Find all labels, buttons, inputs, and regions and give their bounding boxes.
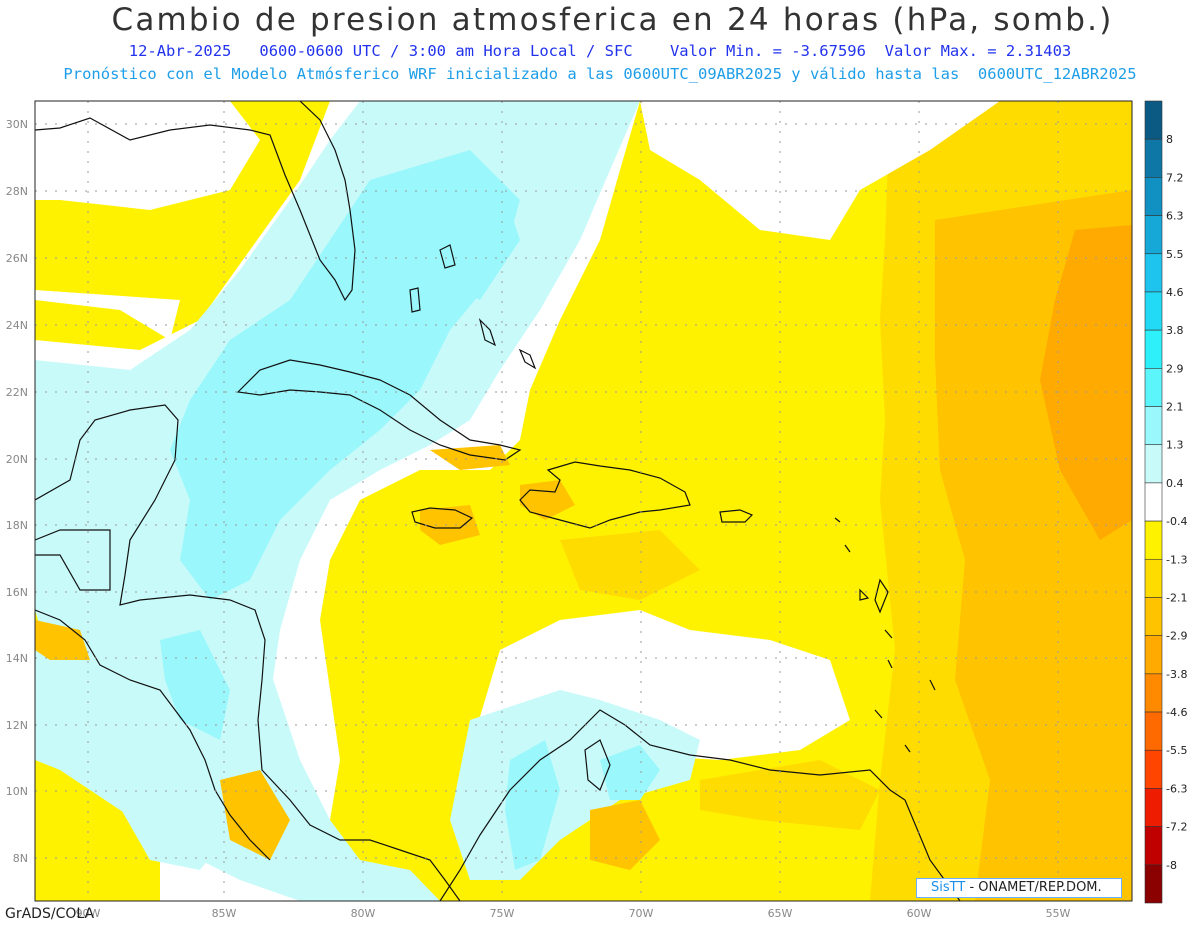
colorbar-label: 4.6: [1166, 286, 1184, 299]
credit-brand: SisTT: [931, 880, 966, 895]
model-run-subtitle: Pronóstico con el Modelo Atmósferico WRF…: [63, 65, 1137, 83]
colorbar-swatch: [1144, 864, 1163, 904]
lon-label: 80W: [351, 907, 376, 920]
colorbar-swatch: [1144, 444, 1163, 484]
colorbar-label: 6.3: [1166, 210, 1184, 223]
colorbar-swatch: [1144, 711, 1163, 751]
lat-label: 22N: [6, 386, 28, 399]
colorbar-label: -2.9: [1166, 630, 1187, 643]
colorbar-label: -5.5: [1166, 744, 1187, 757]
colorbar-label: 5.5: [1166, 248, 1184, 261]
colorbar-label: -6.3: [1166, 782, 1187, 795]
lat-label: 26N: [6, 252, 28, 265]
lat-label: 10N: [6, 785, 28, 798]
colorbar-label: -2.1: [1166, 591, 1187, 604]
colorbar-swatch: [1144, 329, 1163, 369]
colorbar-swatch: [1144, 100, 1163, 140]
colorbar-swatch: [1144, 788, 1163, 827]
colorbar-swatch: [1144, 291, 1163, 331]
lon-label: 70W: [629, 907, 654, 920]
colorbar-swatch: [1144, 558, 1163, 598]
lat-label: 28N: [6, 185, 28, 198]
shaded-field: [35, 101, 1132, 901]
lon-label: 75W: [490, 907, 515, 920]
lon-label: 65W: [768, 907, 793, 920]
latitude-labels: 30N 28N 26N 24N 22N 20N 18N 16N 14N 12N …: [6, 118, 28, 865]
lat-label: 30N: [6, 118, 28, 131]
colorbar-swatch: [1144, 368, 1163, 407]
colorbar-label: -1.3: [1166, 553, 1187, 566]
credit-box: SisTT - ONAMET/REP.DOM.: [916, 878, 1122, 898]
colorbar-label: 0.4: [1166, 477, 1184, 490]
colorbar-swatch: [1144, 520, 1163, 560]
valid-time-subtitle: 12-Abr-2025 0600-0600 UTC / 3:00 am Hora…: [128, 42, 1072, 60]
lat-label: 16N: [6, 586, 28, 599]
colorbar-swatch: [1144, 826, 1163, 866]
colorbar-label: 7.2: [1166, 171, 1184, 184]
colorbar-label: 8: [1166, 133, 1173, 146]
colorbar-swatch: [1144, 597, 1163, 636]
credit-org: - ONAMET/REP.DOM.: [969, 880, 1102, 895]
colorbar-swatch: [1144, 673, 1163, 713]
colorbar-label: 3.8: [1166, 324, 1184, 337]
coastlines: [35, 101, 961, 901]
lon-label: 85W: [212, 907, 237, 920]
software-credit: GrADS/COLA: [5, 906, 95, 922]
colorbar-swatch: [1144, 749, 1163, 789]
colorbar-label: 2.9: [1166, 362, 1184, 375]
colorbar-swatch: [1144, 215, 1163, 255]
map-title: Cambio de presion atmosferica en 24 hora…: [111, 2, 1114, 38]
lon-label: 55W: [1046, 907, 1071, 920]
grid-lines: [35, 101, 1132, 901]
colorbar-label: -3.8: [1166, 668, 1187, 681]
colorbar-label: -8: [1166, 859, 1177, 872]
colorbar-swatch: [1144, 138, 1163, 178]
colorbar-label: -7.2: [1166, 821, 1187, 834]
colorbar-swatch: [1144, 635, 1163, 675]
colorbar-swatch: [1144, 482, 1163, 522]
lat-label: 12N: [6, 719, 28, 732]
colorbar-label: -0.4: [1166, 515, 1187, 528]
lat-label: 20N: [6, 453, 28, 466]
lat-label: 14N: [6, 652, 28, 665]
lon-label: 90W: [76, 907, 101, 920]
colorbar-label: -4.6: [1166, 706, 1187, 719]
colorbar-label: 2.1: [1166, 401, 1184, 414]
colorbar-swatch: [1144, 177, 1163, 216]
longitude-labels: 90W 85W 80W 75W 70W 65W 60W 55W: [76, 907, 1071, 920]
colorbar-swatch: [1144, 253, 1163, 293]
lat-label: 18N: [6, 519, 28, 532]
lat-label: 24N: [6, 319, 28, 332]
map-frame: [34, 100, 1133, 902]
lat-label: 8N: [13, 852, 28, 865]
lon-label: 60W: [907, 907, 932, 920]
colorbar-swatch: [1144, 406, 1163, 446]
colorbar-label: 1.3: [1166, 439, 1184, 452]
colorbar: 8 7.2 6.3 5.5 4.6 3.8 2.9 2.1 1.3 0.4 -0.4 -1.3 -2.1…: [1144, 100, 1187, 904]
